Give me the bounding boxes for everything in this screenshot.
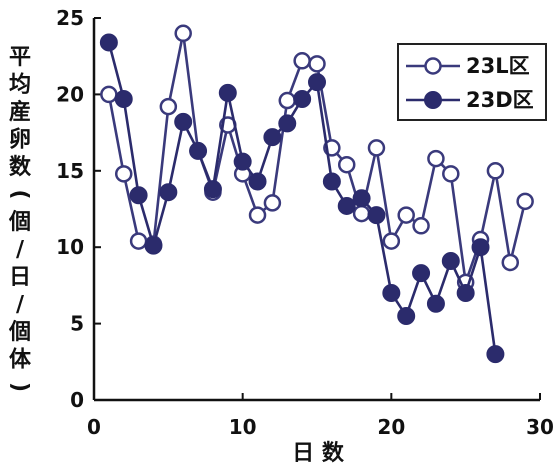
data-point <box>129 232 148 250</box>
data-point <box>278 114 297 133</box>
data-point <box>397 206 415 224</box>
y-axis-title-char: ) <box>7 382 32 392</box>
y-axis-title-char: 平 <box>9 45 31 70</box>
y-tick-label: 10 <box>56 235 84 259</box>
x-tick-label: 30 <box>526 415 554 439</box>
y-ticks: 0 5 10 15 20 25 <box>56 6 101 412</box>
data-point <box>114 89 133 108</box>
data-point <box>441 251 460 270</box>
y-axis-title-char: 数 <box>9 154 32 180</box>
data-point <box>397 306 416 325</box>
data-point <box>501 253 520 272</box>
x-axis-title: 日 数 <box>292 440 345 466</box>
data-point <box>456 284 475 303</box>
data-point <box>427 149 445 168</box>
data-point <box>412 264 431 283</box>
y-axis-title-char: 産 <box>9 99 31 125</box>
y-axis-title-char: 体 <box>9 348 32 373</box>
data-point <box>486 345 505 364</box>
data-point <box>308 73 326 92</box>
data-point <box>114 165 133 183</box>
x-tick-label: 0 <box>87 415 101 439</box>
y-axis-title-char: / <box>16 238 25 263</box>
data-point <box>248 172 267 191</box>
data-point <box>174 24 192 43</box>
x-tick-label: 10 <box>229 415 257 439</box>
data-point <box>293 52 311 70</box>
data-point <box>308 55 326 73</box>
y-tick-label: 25 <box>56 6 84 30</box>
data-point <box>382 232 401 250</box>
series-layer <box>99 24 534 364</box>
data-point <box>486 162 505 180</box>
data-point <box>412 217 430 235</box>
data-point <box>203 180 222 199</box>
y-axis-title-char: 個 <box>8 320 31 345</box>
data-point <box>263 194 282 212</box>
data-point <box>322 172 341 191</box>
legend-label-23L: 23L区 <box>466 54 530 78</box>
data-point <box>218 83 237 102</box>
y-tick-label: 0 <box>70 388 84 412</box>
y-tick-label: 15 <box>56 159 84 183</box>
data-point <box>144 236 163 255</box>
data-point <box>367 206 386 225</box>
y-axis-title-char: 卵 <box>9 128 31 153</box>
y-axis-title-char: ( <box>7 189 32 199</box>
data-point <box>442 165 460 183</box>
data-point <box>248 206 267 224</box>
data-point <box>426 294 445 313</box>
axes <box>92 18 540 402</box>
data-point <box>337 155 356 174</box>
data-point <box>516 192 534 211</box>
data-point <box>159 97 178 116</box>
data-point <box>174 112 193 131</box>
legend: 23L区 23D区 <box>397 43 547 121</box>
x-tick-label: 20 <box>377 415 405 439</box>
data-point <box>233 152 252 171</box>
y-tick-label: 5 <box>70 312 84 336</box>
legend-marker-23D <box>424 91 442 109</box>
data-point <box>382 284 401 303</box>
data-point <box>99 33 118 52</box>
x-ticks: 0 10 20 30 <box>87 393 554 439</box>
data-point <box>367 139 386 157</box>
y-axis-title-char: / <box>16 293 25 318</box>
y-axis-title-char: 個 <box>8 210 31 235</box>
y-tick-label: 20 <box>56 82 84 106</box>
legend-label-23D: 23D区 <box>466 88 534 112</box>
legend-marker-23L <box>424 57 442 75</box>
data-point <box>337 196 356 215</box>
y-axis-title-char: 均 <box>9 72 31 98</box>
data-point <box>352 189 371 208</box>
data-point <box>159 183 178 202</box>
data-point <box>352 204 371 223</box>
data-point <box>189 141 208 160</box>
data-point <box>129 186 148 205</box>
data-point <box>100 85 118 104</box>
data-point <box>293 89 312 108</box>
series-23D <box>99 33 505 364</box>
data-point <box>278 91 297 110</box>
y-axis-title-char: 日 <box>9 265 31 290</box>
data-point <box>263 128 282 147</box>
legend-box <box>397 43 547 121</box>
data-point <box>471 238 490 257</box>
